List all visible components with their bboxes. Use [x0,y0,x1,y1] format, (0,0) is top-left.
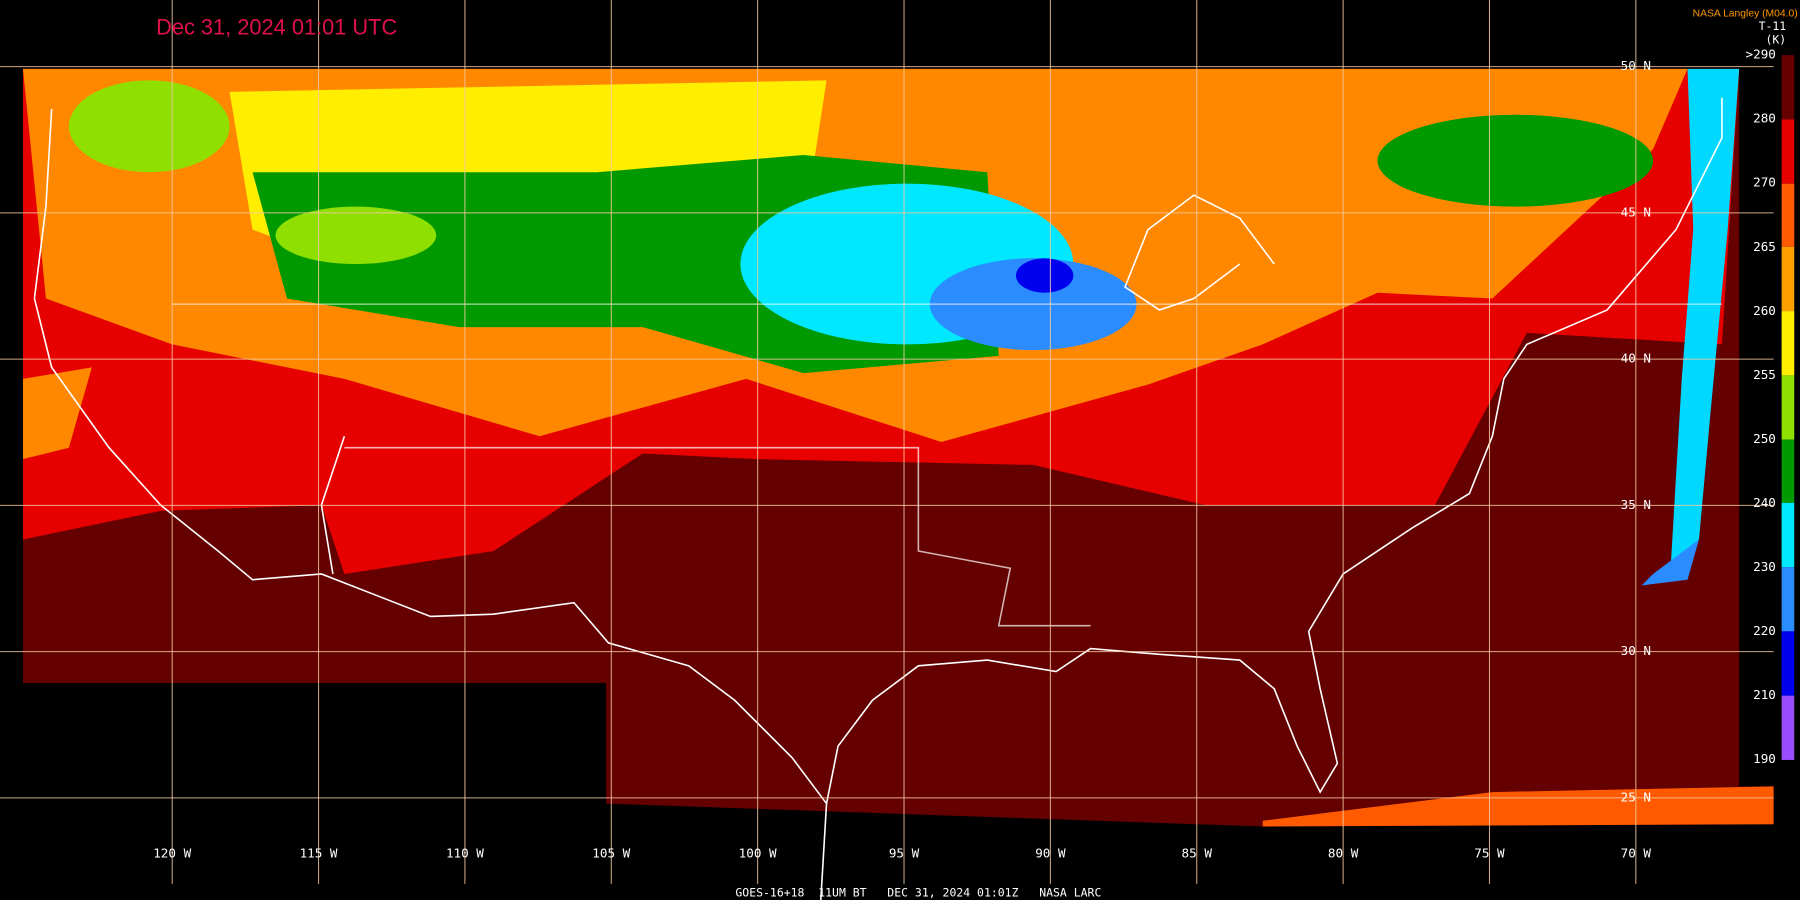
colorbar-label: 270 [1753,175,1776,190]
longitude-label: 115 W [300,846,338,861]
latitude-label: 45 N [1621,204,1651,219]
colorbar-label: 260 [1753,303,1776,318]
colorbar-label: 250 [1753,431,1776,446]
latitude-label: 35 N [1621,497,1651,512]
latitude-label: 30 N [1621,643,1651,658]
longitude-label: 90 W [1035,846,1066,861]
longitude-label: 80 W [1328,846,1359,861]
colorbar-label: 220 [1753,623,1776,638]
imagery [22,68,1774,827]
longitude-label: 120 W [153,846,191,861]
colorbar-label: 230 [1753,559,1776,574]
latitude-label: 25 N [1621,789,1651,804]
latitude-label: 40 N [1621,351,1651,366]
colorbar-label: 190 [1753,751,1776,766]
credit: NASA Langley (M04.0) [1693,9,1798,20]
colorbar-label: 280 [1753,111,1776,126]
colorbar-label: 240 [1753,495,1776,510]
longitude-label: 85 W [1182,846,1213,861]
graticule [0,0,1774,884]
colorbar-label: 265 [1753,239,1776,254]
longitude-label: 110 W [446,846,484,861]
longitude-label: 75 W [1474,846,1505,861]
colorbar-label: 210 [1753,687,1776,702]
longitude-label: 105 W [592,846,630,861]
colorbar [1781,55,1795,760]
unit: (K) [1766,33,1787,47]
colorbar-label: >290 [1746,47,1776,62]
latitude-label: 50 N [1621,58,1651,73]
longitude-label: 100 W [739,846,777,861]
colorbar-label: 255 [1753,367,1776,382]
longitude-label: 95 W [889,846,920,861]
title: Dec 31, 2024 01:01 UTC [156,14,397,39]
longitude-label: 70 W [1621,846,1652,861]
footer: GOES-16+18 11UM BT DEC 31, 2024 01:01Z N… [735,886,1101,900]
channel: T-11 [1759,19,1787,33]
coastlines [33,97,1723,900]
